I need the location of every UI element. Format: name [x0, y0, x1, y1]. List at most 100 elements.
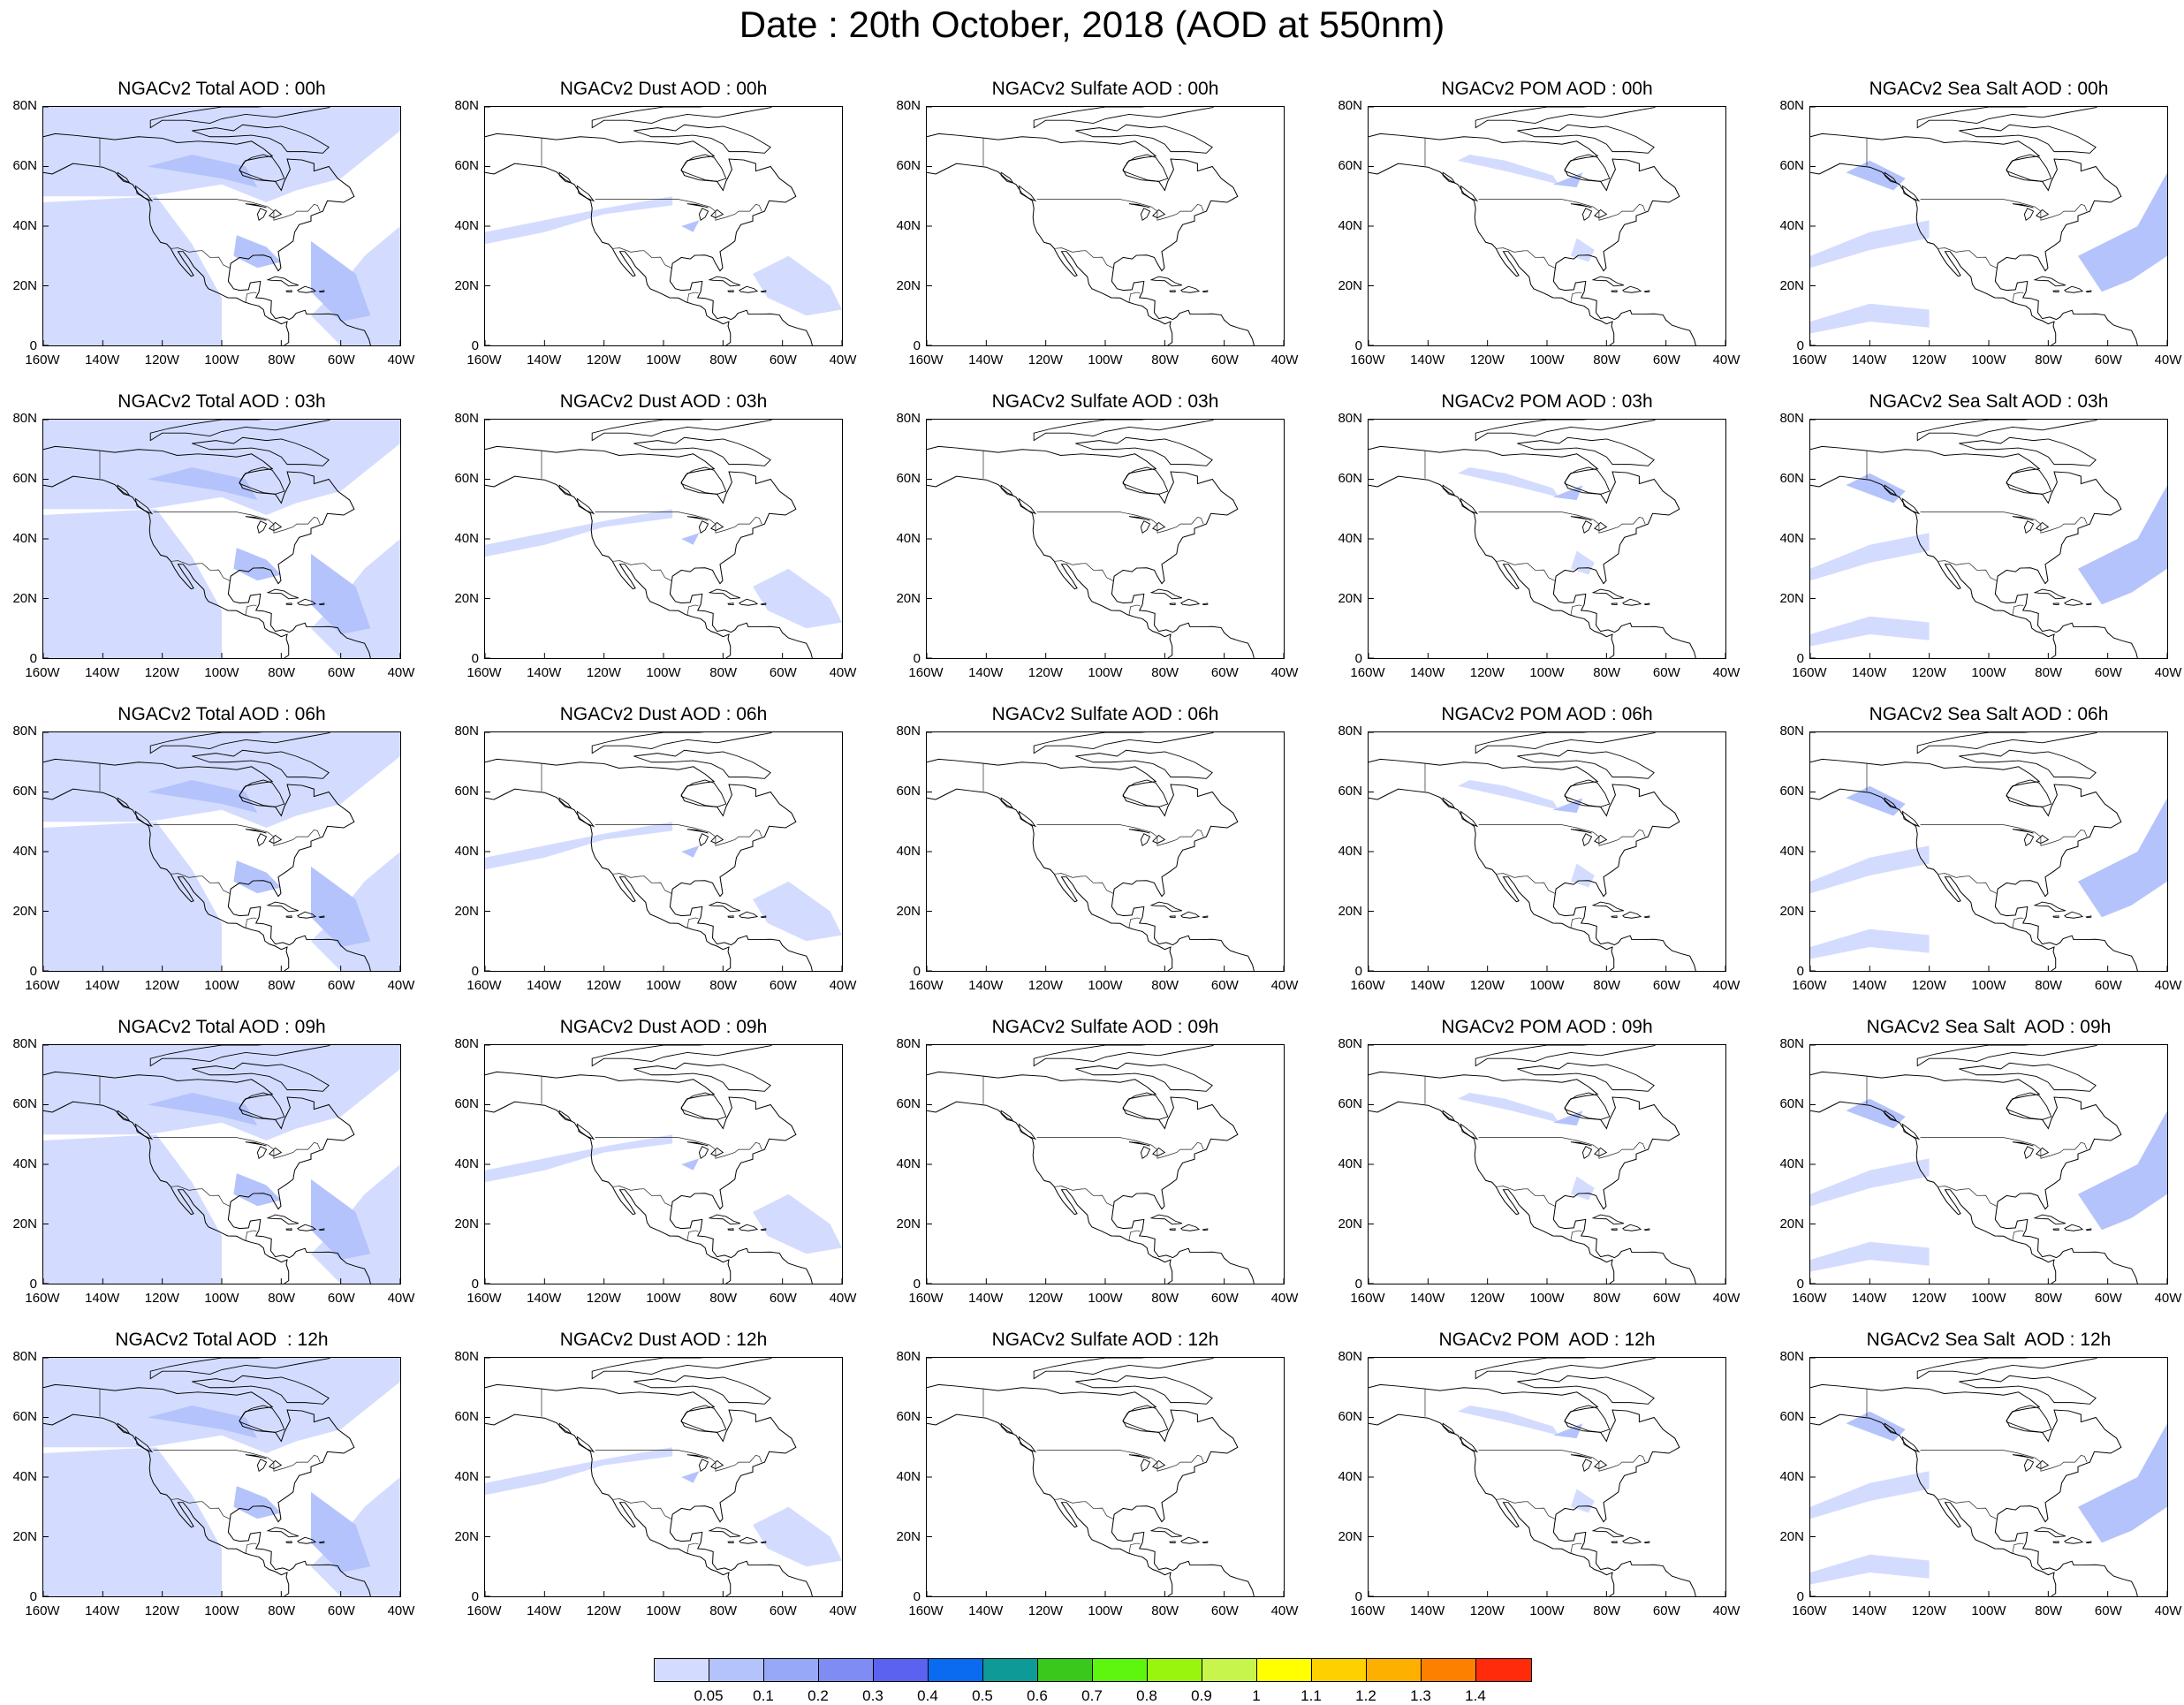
x-tick-label: 40W	[1712, 352, 1740, 368]
coastline	[686, 516, 709, 521]
map-frame	[484, 1044, 843, 1284]
x-tick-label: 80W	[1593, 352, 1621, 368]
y-tick-label: 0	[471, 964, 479, 979]
coastline	[1622, 911, 1642, 919]
coastline	[245, 829, 267, 834]
x-tick-label: 100W	[1971, 352, 2006, 368]
coastline	[1018, 1436, 1037, 1453]
coastline	[708, 1527, 741, 1538]
country-border	[1920, 512, 2088, 534]
map-panel-dust-2: NGACv2 Dust AOD : 06h 80N 60N 40N 20N 0 160W 14…	[442, 703, 883, 1012]
y-tick-label: 0	[1796, 1277, 1804, 1292]
y-tick-label: 20N	[454, 904, 479, 919]
x-tick-label: 40W	[829, 352, 857, 368]
map-canvas	[1369, 107, 1725, 345]
country-border	[2012, 604, 2024, 616]
coastline	[318, 602, 325, 606]
colorbar	[654, 1658, 1532, 1682]
coastline	[1152, 1459, 1166, 1470]
coastline	[1442, 1422, 1456, 1435]
coastline	[710, 834, 724, 845]
map-frame	[42, 1044, 401, 1284]
y-tick-label: 80N	[1779, 724, 1804, 739]
map-canvas	[1369, 1358, 1725, 1596]
x-tick-label: 80W	[2035, 1291, 2063, 1306]
y-tick-label: 80N	[896, 1036, 921, 1051]
colorbar-label: 1.1	[1301, 1687, 1322, 1704]
x-tick-label: 140W	[85, 978, 120, 993]
coastline	[2064, 285, 2084, 293]
map-frame	[1809, 419, 2168, 659]
aod-shading	[485, 1447, 673, 1496]
y-tick-label: 0	[913, 651, 921, 666]
x-tick-label: 140W	[1852, 1291, 1887, 1306]
coastline	[927, 1413, 1173, 1596]
country-border	[171, 560, 231, 581]
x-tick-label: 140W	[527, 665, 562, 680]
coastline	[2012, 1454, 2034, 1459]
y-tick-label: 60N	[1338, 1409, 1362, 1424]
x-tick-label: 160W	[25, 1291, 60, 1306]
y-tick-label: 20N	[1779, 591, 1804, 606]
y-tick-label: 40N	[1779, 531, 1804, 546]
coastline	[485, 133, 813, 345]
panel-title: NGACv2 Total AOD : 00h	[118, 79, 326, 99]
x-tick-label: 120W	[586, 665, 621, 680]
coastline	[2085, 1541, 2092, 1544]
x-tick-label: 100W	[204, 1603, 239, 1618]
coastline	[1122, 1092, 1169, 1120]
coastline	[1169, 1541, 1176, 1544]
coastline	[1075, 436, 1213, 466]
x-tick-label: 100W	[646, 352, 681, 368]
y-tick-label: 60N	[1779, 1096, 1804, 1111]
coastline	[1581, 520, 1593, 534]
y-tick-label: 80N	[896, 98, 921, 113]
y-tick-label: 80N	[454, 411, 479, 426]
y-tick-label: 0	[913, 964, 921, 979]
country-border	[1128, 917, 1141, 928]
coastline	[1475, 1045, 1657, 1067]
coastline	[149, 1045, 331, 1067]
x-tick-label: 60W	[769, 665, 797, 680]
aod-shading	[1810, 616, 1930, 647]
y-tick-label: 0	[29, 338, 37, 353]
coastline	[485, 788, 732, 971]
panel-title: NGACv2 Total AOD : 06h	[118, 704, 326, 724]
aod-shading	[1458, 155, 1559, 185]
country-border	[1920, 1137, 2088, 1159]
y-tick-label: 20N	[1338, 591, 1362, 606]
x-tick-label: 60W	[769, 1291, 797, 1306]
colorbar-box	[1148, 1659, 1202, 1681]
coastline	[245, 1454, 267, 1459]
coastline	[2012, 203, 2034, 208]
x-tick-label: 60W	[769, 978, 797, 993]
x-tick-label: 100W	[1088, 665, 1123, 680]
aod-shading	[1810, 1241, 1930, 1272]
y-tick-label: 60N	[454, 1096, 479, 1111]
coastline	[43, 163, 290, 345]
map-canvas	[485, 107, 842, 345]
coastline	[1570, 829, 1592, 834]
x-tick-label: 40W	[2154, 1291, 2182, 1306]
y-tick-label: 40N	[896, 1469, 921, 1484]
coastline	[927, 445, 1255, 658]
coastline	[1018, 1123, 1037, 1140]
country-border	[1036, 1450, 1204, 1472]
coastline	[485, 758, 813, 971]
x-tick-label: 120W	[1911, 352, 1946, 368]
country-border	[153, 1450, 321, 1472]
map-canvas	[43, 1358, 400, 1596]
x-tick-label: 120W	[586, 978, 621, 993]
country-border	[1570, 292, 1582, 303]
x-tick-label: 60W	[1210, 665, 1239, 680]
coastline	[485, 1101, 732, 1284]
y-tick-label: 0	[29, 651, 37, 666]
aod-shading	[233, 548, 282, 581]
x-tick-label: 60W	[2094, 978, 2122, 993]
y-tick-label: 0	[913, 1589, 921, 1604]
coastline	[318, 915, 325, 919]
y-tick-label: 60N	[454, 471, 479, 486]
panel-title: NGACv2 Total AOD : 12h	[115, 1330, 329, 1350]
x-tick-label: 120W	[144, 1603, 179, 1618]
coastline	[1149, 901, 1183, 913]
